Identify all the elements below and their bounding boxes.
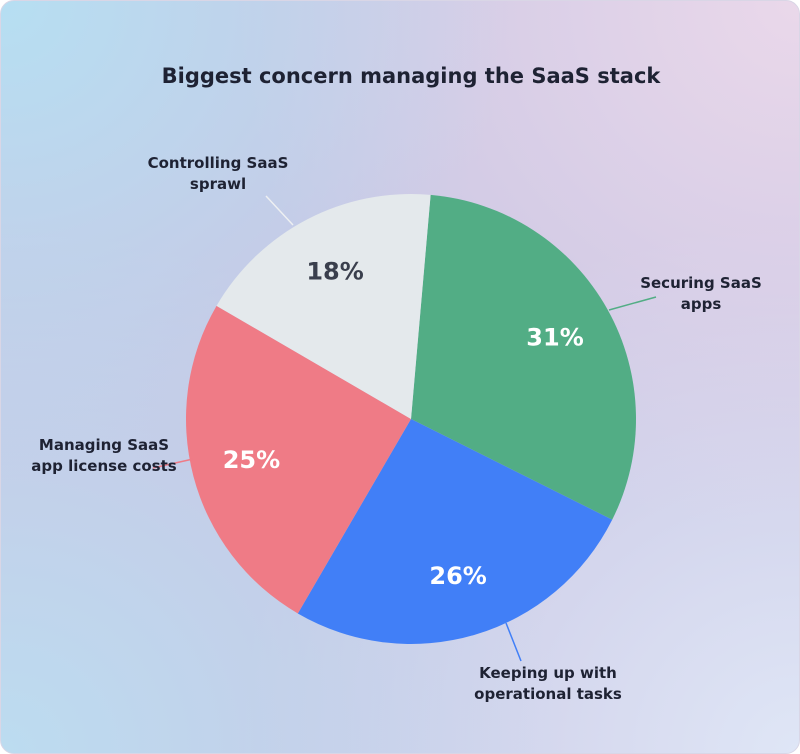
chart-title: Biggest concern managing the SaaS stack xyxy=(162,64,662,88)
slice-label: Managing SaaS app license costs xyxy=(31,436,177,475)
leader-line xyxy=(608,296,657,311)
value-label: 18% xyxy=(306,258,363,286)
leader-line xyxy=(152,458,194,469)
pie-slice xyxy=(297,419,613,645)
slice-label: Controlling SaaS sprawl xyxy=(147,154,289,193)
slice-label: Keeping up with operational tasks xyxy=(474,664,622,703)
leader-line xyxy=(265,195,294,226)
value-label: 31% xyxy=(526,324,583,352)
pie xyxy=(186,193,636,645)
leader-line xyxy=(505,622,522,662)
value-label: 25% xyxy=(223,446,280,474)
value-label: 26% xyxy=(429,562,486,590)
slice-label: Securing SaaS apps xyxy=(640,274,762,313)
pie-slice xyxy=(186,305,411,614)
pie-slice xyxy=(411,194,636,520)
pie-slice xyxy=(216,193,431,419)
